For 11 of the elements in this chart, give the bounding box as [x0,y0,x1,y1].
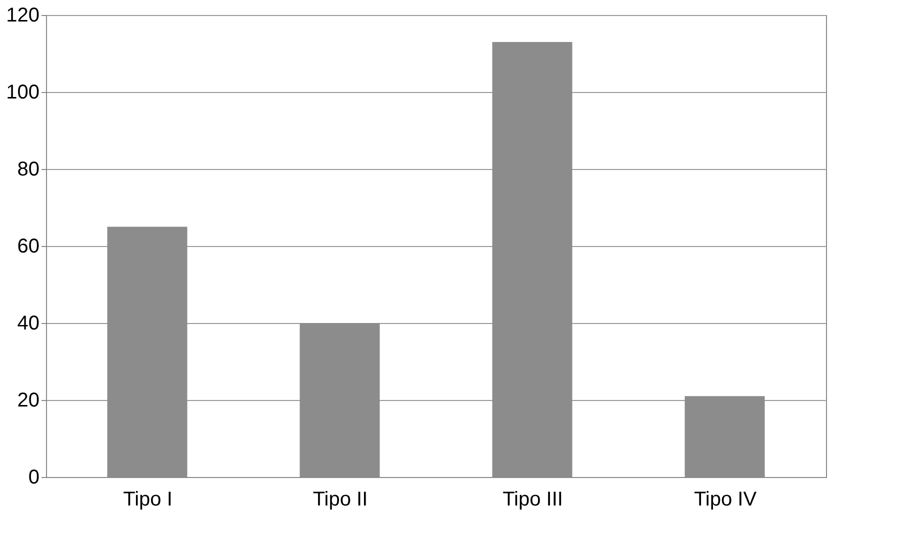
y-tick-label: 100 [6,82,40,104]
y-tick-label: 60 [17,236,40,258]
x-tick-label: Tipo IV [694,488,758,510]
x-tick-label: Tipo I [123,488,172,510]
y-tick-label: 120 [6,4,40,26]
y-tick-label: 80 [17,158,40,180]
x-tick-label: Tipo III [502,488,563,510]
y-tick-label: 40 [17,312,40,334]
y-tick-label: 0 [28,466,40,488]
y-tick-label: 20 [17,390,40,412]
x-tick-label: Tipo II [312,488,368,510]
